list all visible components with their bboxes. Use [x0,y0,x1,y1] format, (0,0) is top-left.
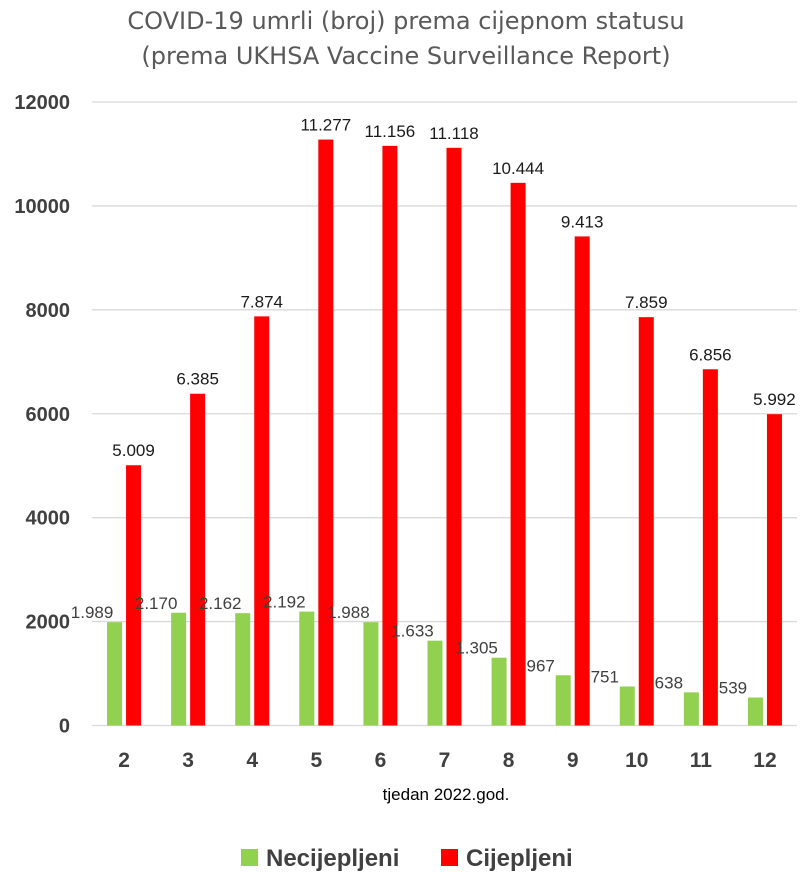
data-label-necijepljeni: 751 [591,667,619,686]
bar-necijepljeni [619,686,635,726]
gridlines [92,101,797,727]
data-label-necijepljeni: 638 [655,673,683,692]
x-axis-label: tjedan 2022.god. [383,785,510,804]
x-tick-label: 6 [375,749,387,772]
y-tick-label: 12000 [14,92,70,114]
bar-cijepljeni [126,465,142,726]
data-label-cijepljeni: 6.856 [689,345,732,364]
data-label-cijepljeni: 6.385 [176,370,219,389]
bar-necijepljeni [491,657,507,726]
data-label-necijepljeni: 1.988 [327,603,370,622]
bar-necijepljeni [747,697,763,726]
y-tick-label: 6000 [26,404,71,426]
bar-cijepljeni [574,236,590,726]
bar-cijepljeni [638,317,654,726]
data-label-cijepljeni: 7.874 [240,292,283,311]
x-tick-label: 5 [310,749,322,772]
data-label-cijepljeni: 11.277 [300,116,351,135]
data-label-necijepljeni: 539 [719,678,747,697]
data-label-necijepljeni: 2.170 [135,594,178,613]
x-tick-label: 9 [567,749,579,772]
x-tick-label: 10 [625,749,648,772]
data-label-necijepljeni: 2.162 [199,594,242,613]
bar-necijepljeni [427,640,443,726]
legend-label-necijepljeni: Necijepljeni [266,845,399,872]
data-label-cijepljeni: 11.118 [429,124,478,143]
x-axis-ticks: 2 3 4 5 6 7 8 9 10 11 12 [118,749,776,772]
y-tick-label: 10000 [14,196,70,218]
bar-cijepljeni [510,182,526,726]
legend-swatch-necijepljeni [241,849,258,866]
legend: Necijepljeni Cijepljeni [241,845,573,872]
bar-cijepljeni [766,414,782,726]
bar-cijepljeni [446,147,462,726]
y-tick-label: 2000 [26,612,71,634]
bar-necijepljeni [235,613,251,726]
y-axis-ticks: 0 2000 4000 6000 8000 10000 12000 [14,92,70,738]
x-tick-label: 11 [690,749,713,772]
x-tick-label: 7 [439,749,451,772]
data-label-necijepljeni: 1.633 [391,622,434,641]
chart-title: COVID-19 umrli (broj) prema cijepnom sta… [127,7,684,35]
data-label-cijepljeni: 10.444 [492,159,544,178]
data-label-necijepljeni: 2.192 [263,593,306,612]
y-tick-label: 0 [59,716,70,738]
y-tick-label: 8000 [26,300,71,322]
data-label-cijepljeni: 9.413 [561,212,604,231]
bar-necijepljeni [107,622,123,726]
x-tick-label: 3 [182,749,194,772]
x-tick-label: 8 [503,749,515,772]
x-tick-label: 2 [118,749,130,772]
y-tick-label: 4000 [26,508,71,530]
bars [107,139,782,726]
bar-necijepljeni [171,612,187,726]
data-label-necijepljeni: 1.305 [455,639,498,658]
legend-swatch-cijepljeni [441,849,458,866]
bar-cijepljeni [382,145,398,726]
bar-cijepljeni [254,316,270,726]
bar-cijepljeni [318,139,334,726]
bar-necijepljeni [555,675,571,726]
data-label-necijepljeni: 967 [526,656,554,675]
bar-necijepljeni [363,622,379,726]
x-tick-label: 12 [753,749,776,772]
data-label-cijepljeni: 5.009 [112,441,155,460]
data-labels: 1.989 5.009 2.170 6.385 2.162 7.874 2.192 11.27… [71,116,796,698]
bar-cijepljeni [702,369,718,726]
bar-necijepljeni [683,692,699,726]
bar-cijepljeni [190,393,206,726]
data-label-cijepljeni: 11.156 [365,122,416,141]
data-label-cijepljeni: 7.859 [625,293,668,312]
chart-subtitle: (prema UKHSA Vaccine Surveillance Report… [141,42,670,70]
data-label-necijepljeni: 1.989 [71,603,114,622]
legend-label-cijepljeni: Cijepljeni [466,845,573,872]
x-tick-label: 4 [246,749,258,772]
data-label-cijepljeni: 5.992 [753,390,796,409]
bar-necijepljeni [299,611,315,726]
